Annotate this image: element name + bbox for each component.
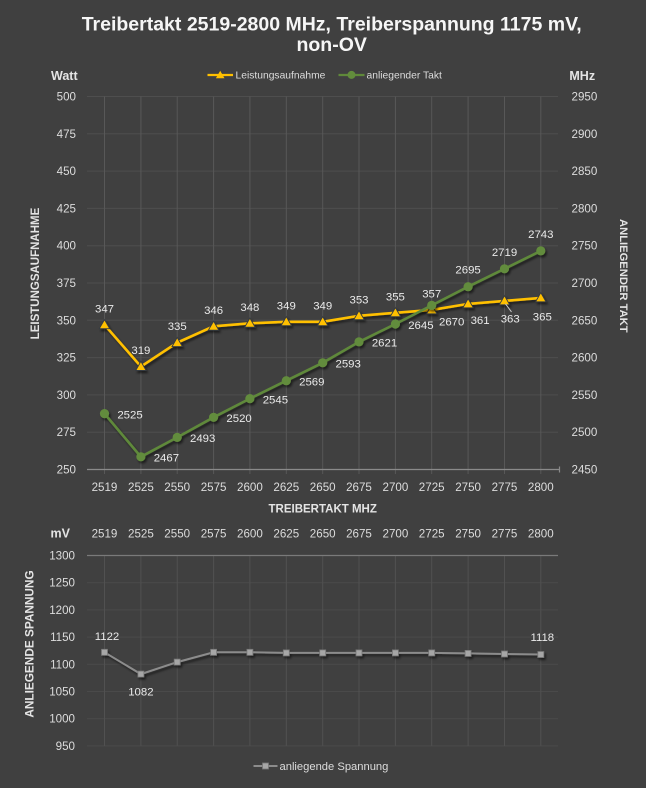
svg-text:1200: 1200 bbox=[49, 604, 75, 617]
svg-text:2800: 2800 bbox=[528, 481, 554, 494]
svg-text:2719: 2719 bbox=[492, 247, 517, 259]
svg-text:450: 450 bbox=[57, 165, 76, 178]
svg-text:365: 365 bbox=[533, 312, 552, 324]
svg-text:2545: 2545 bbox=[263, 394, 288, 406]
svg-text:2650: 2650 bbox=[310, 481, 336, 494]
svg-text:347: 347 bbox=[95, 303, 114, 315]
svg-text:2621: 2621 bbox=[372, 338, 397, 350]
svg-text:2850: 2850 bbox=[572, 165, 598, 178]
svg-text:500: 500 bbox=[57, 91, 76, 104]
svg-text:325: 325 bbox=[57, 352, 76, 365]
svg-text:2625: 2625 bbox=[273, 481, 299, 494]
svg-text:375: 375 bbox=[57, 277, 76, 290]
svg-text:275: 275 bbox=[57, 426, 76, 439]
svg-text:349: 349 bbox=[277, 300, 296, 312]
svg-text:2675: 2675 bbox=[346, 528, 372, 541]
svg-text:300: 300 bbox=[57, 389, 76, 402]
svg-text:348: 348 bbox=[240, 302, 259, 314]
svg-text:346: 346 bbox=[204, 305, 223, 317]
svg-text:2525: 2525 bbox=[128, 528, 154, 541]
svg-text:2800: 2800 bbox=[528, 528, 554, 541]
svg-text:2625: 2625 bbox=[273, 528, 299, 541]
svg-text:2550: 2550 bbox=[164, 481, 190, 494]
svg-text:2775: 2775 bbox=[492, 528, 518, 541]
svg-text:2725: 2725 bbox=[419, 528, 445, 541]
svg-text:2550: 2550 bbox=[164, 528, 190, 541]
svg-text:2575: 2575 bbox=[201, 481, 227, 494]
svg-text:355: 355 bbox=[386, 291, 405, 303]
svg-text:TREIBERTAKT MHZ: TREIBERTAKT MHZ bbox=[269, 504, 377, 516]
svg-text:ANLIEGENDE SPANNUNG: ANLIEGENDE SPANNUNG bbox=[23, 570, 37, 717]
svg-text:2743: 2743 bbox=[528, 229, 553, 241]
svg-text:2450: 2450 bbox=[572, 464, 598, 477]
svg-text:2900: 2900 bbox=[572, 128, 598, 141]
svg-text:2525: 2525 bbox=[117, 409, 142, 421]
svg-text:350: 350 bbox=[57, 314, 76, 327]
svg-text:2520: 2520 bbox=[226, 413, 251, 425]
svg-text:2519: 2519 bbox=[92, 528, 118, 541]
svg-text:2800: 2800 bbox=[572, 202, 598, 215]
svg-text:non-OV: non-OV bbox=[296, 34, 366, 56]
svg-text:2750: 2750 bbox=[455, 528, 481, 541]
svg-text:2645: 2645 bbox=[408, 320, 433, 332]
svg-text:1118: 1118 bbox=[530, 632, 554, 644]
svg-text:2950: 2950 bbox=[572, 91, 598, 104]
svg-text:2493: 2493 bbox=[190, 433, 215, 445]
svg-text:2600: 2600 bbox=[237, 481, 263, 494]
svg-text:ANLIEGENDER TAKT: ANLIEGENDER TAKT bbox=[617, 219, 629, 333]
svg-text:2525: 2525 bbox=[128, 481, 154, 494]
svg-text:363: 363 bbox=[501, 314, 520, 326]
svg-text:1100: 1100 bbox=[50, 658, 75, 671]
svg-text:2650: 2650 bbox=[310, 528, 336, 541]
svg-text:2600: 2600 bbox=[572, 352, 598, 365]
svg-text:2750: 2750 bbox=[455, 481, 481, 494]
svg-text:2675: 2675 bbox=[346, 481, 372, 494]
svg-text:2670: 2670 bbox=[439, 316, 464, 328]
svg-text:1250: 1250 bbox=[49, 577, 75, 590]
svg-text:2519: 2519 bbox=[92, 481, 118, 494]
svg-text:2600: 2600 bbox=[237, 528, 263, 541]
svg-text:2650: 2650 bbox=[572, 314, 598, 327]
svg-text:LEISTUNGSAUFNAHME: LEISTUNGSAUFNAHME bbox=[30, 207, 42, 339]
svg-text:1300: 1300 bbox=[49, 550, 75, 563]
svg-text:Treibertakt 2519-2800 MHz, Tre: Treibertakt 2519-2800 MHz, Treiberspannu… bbox=[82, 14, 582, 36]
svg-text:anliegende Spannung: anliegende Spannung bbox=[280, 761, 389, 773]
svg-text:1082: 1082 bbox=[128, 687, 153, 699]
svg-text:Watt: Watt bbox=[51, 69, 78, 83]
svg-text:349: 349 bbox=[313, 300, 332, 312]
svg-text:anliegender Takt: anliegender Takt bbox=[367, 71, 443, 82]
svg-text:319: 319 bbox=[131, 345, 150, 357]
svg-text:250: 250 bbox=[57, 464, 76, 477]
svg-text:2575: 2575 bbox=[201, 528, 227, 541]
svg-text:361: 361 bbox=[471, 315, 490, 327]
svg-text:2500: 2500 bbox=[572, 426, 598, 439]
svg-text:400: 400 bbox=[57, 240, 76, 253]
svg-text:475: 475 bbox=[57, 128, 76, 141]
svg-text:1000: 1000 bbox=[49, 713, 75, 726]
svg-text:335: 335 bbox=[168, 321, 187, 333]
svg-text:2700: 2700 bbox=[572, 277, 598, 290]
svg-text:353: 353 bbox=[349, 294, 368, 306]
svg-text:357: 357 bbox=[422, 288, 441, 300]
svg-text:MHz: MHz bbox=[569, 69, 595, 83]
svg-text:1050: 1050 bbox=[49, 686, 75, 699]
svg-text:1122: 1122 bbox=[95, 631, 120, 643]
svg-text:950: 950 bbox=[56, 740, 75, 753]
svg-text:2467: 2467 bbox=[154, 453, 179, 465]
svg-text:Leistungsaufnahme: Leistungsaufnahme bbox=[236, 71, 326, 82]
svg-text:2700: 2700 bbox=[383, 528, 409, 541]
svg-text:2695: 2695 bbox=[455, 265, 480, 277]
svg-text:2775: 2775 bbox=[492, 481, 518, 494]
svg-text:2550: 2550 bbox=[572, 389, 598, 402]
svg-text:2725: 2725 bbox=[419, 481, 445, 494]
svg-text:425: 425 bbox=[57, 202, 76, 215]
svg-text:mV: mV bbox=[51, 527, 71, 541]
svg-text:2700: 2700 bbox=[383, 481, 409, 494]
svg-text:1150: 1150 bbox=[50, 631, 75, 644]
svg-text:2569: 2569 bbox=[299, 377, 324, 389]
svg-text:2750: 2750 bbox=[572, 240, 598, 253]
svg-text:2593: 2593 bbox=[336, 359, 361, 371]
